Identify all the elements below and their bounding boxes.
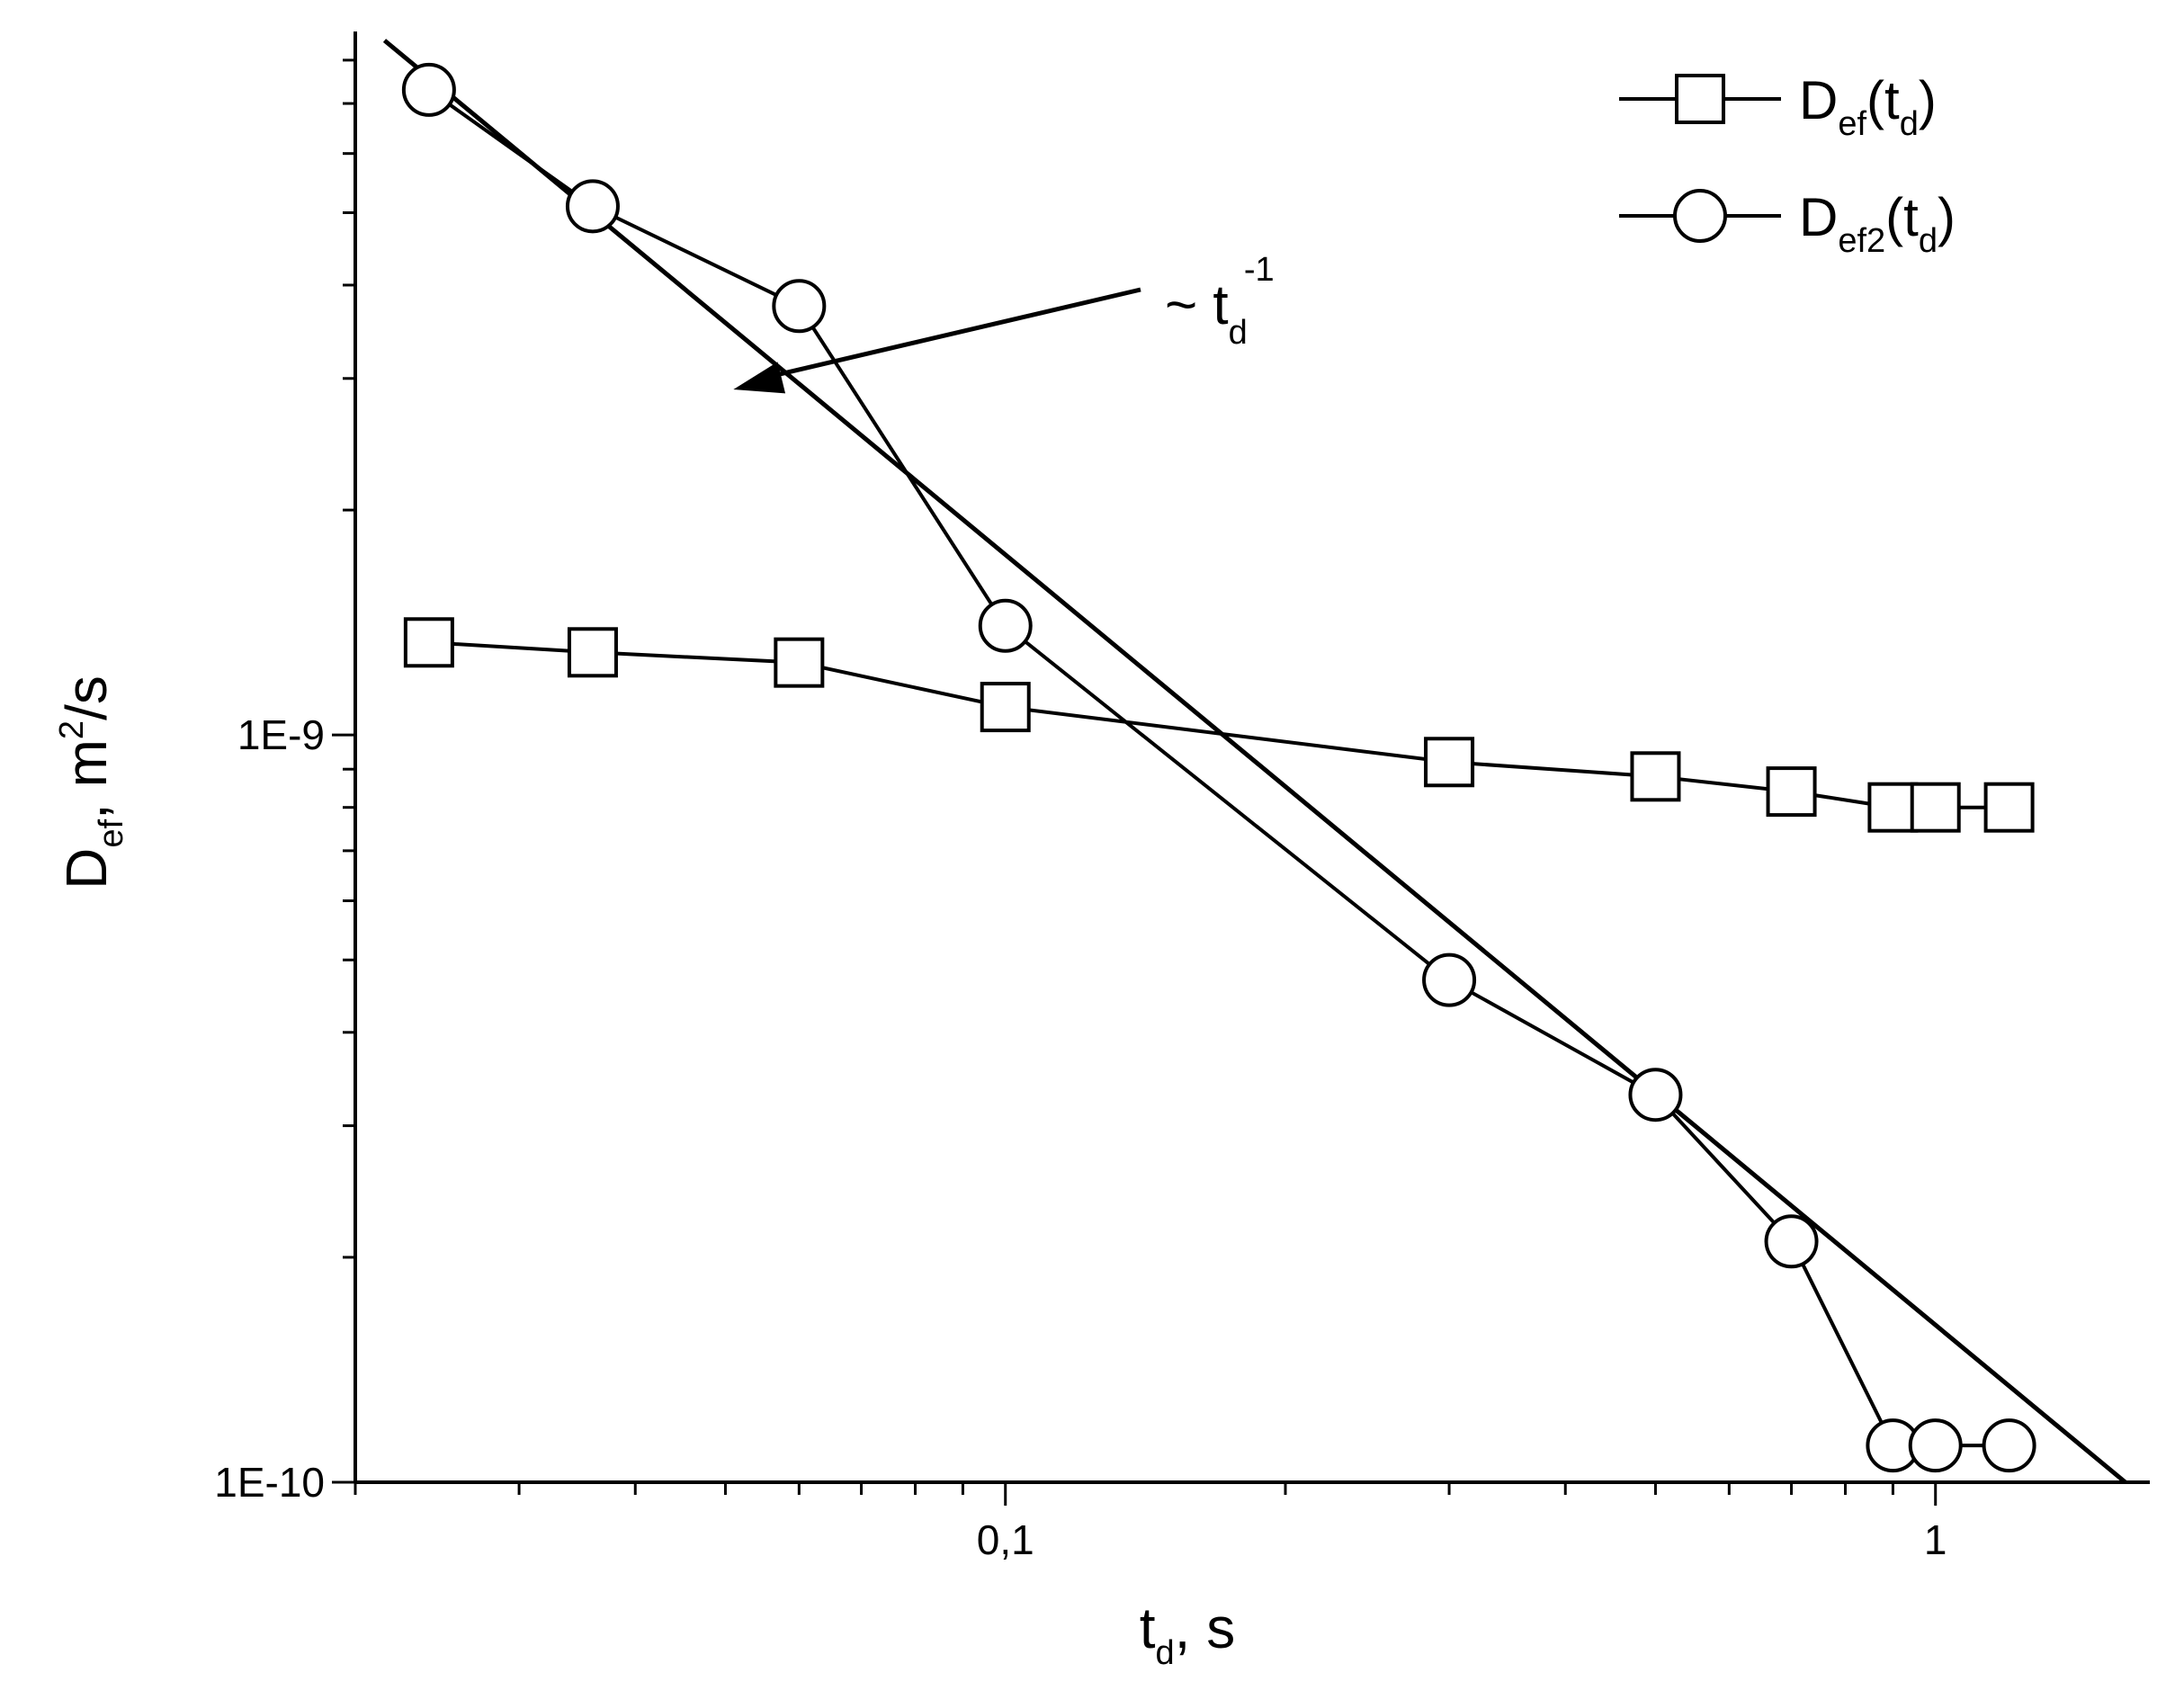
circle-marker	[401, 62, 456, 117]
square-marker	[1424, 737, 1475, 788]
axes	[354, 31, 2150, 1484]
ticks: 0,1 1 1E-10 1E-9	[214, 58, 1947, 1563]
circle-marker	[1982, 1418, 2036, 1473]
square-marker	[774, 637, 825, 688]
annotation-arrow-head	[733, 362, 786, 394]
circle-marker	[1628, 1068, 1683, 1122]
x-tick-label: 0,1	[977, 1516, 1034, 1563]
square-marker	[1867, 782, 1919, 833]
legend-circle-marker	[1673, 189, 1727, 243]
circle-marker	[772, 279, 827, 334]
annotation-label: ~ td-1	[1165, 251, 1275, 352]
series-group	[401, 62, 2036, 1473]
legend-square-marker	[1675, 74, 1725, 124]
legend-label-1: Def(td)	[1799, 70, 1937, 143]
x-tick-label: 1	[1924, 1516, 1947, 1563]
square-marker	[1983, 782, 2035, 833]
circle-marker	[1422, 952, 1477, 1007]
fit-line	[382, 39, 2127, 1484]
square-marker	[980, 682, 1031, 733]
square-marker	[1766, 766, 1817, 818]
fit-line-group	[382, 39, 2127, 1484]
x-axis-label: td, s	[1140, 1596, 1235, 1672]
y-tick-label: 1E-9	[237, 711, 325, 758]
annotation-arrow-line	[759, 287, 1141, 381]
square-marker	[1630, 751, 1681, 802]
square-marker	[403, 617, 454, 668]
annotation: ~ td-1	[733, 251, 1275, 394]
circle-marker	[1908, 1418, 1963, 1473]
y-axis-label: Def, m2/s	[53, 675, 130, 890]
circle-marker	[978, 598, 1033, 653]
y-tick-label: 1E-10	[214, 1459, 325, 1506]
square-marker	[1910, 782, 1961, 833]
circle-marker	[1764, 1214, 1819, 1269]
legend: Def(td) Def2(td)	[1619, 70, 1956, 260]
square-marker	[567, 627, 618, 678]
legend-label-2: Def2(td)	[1799, 187, 1956, 260]
circle-marker	[565, 179, 620, 234]
